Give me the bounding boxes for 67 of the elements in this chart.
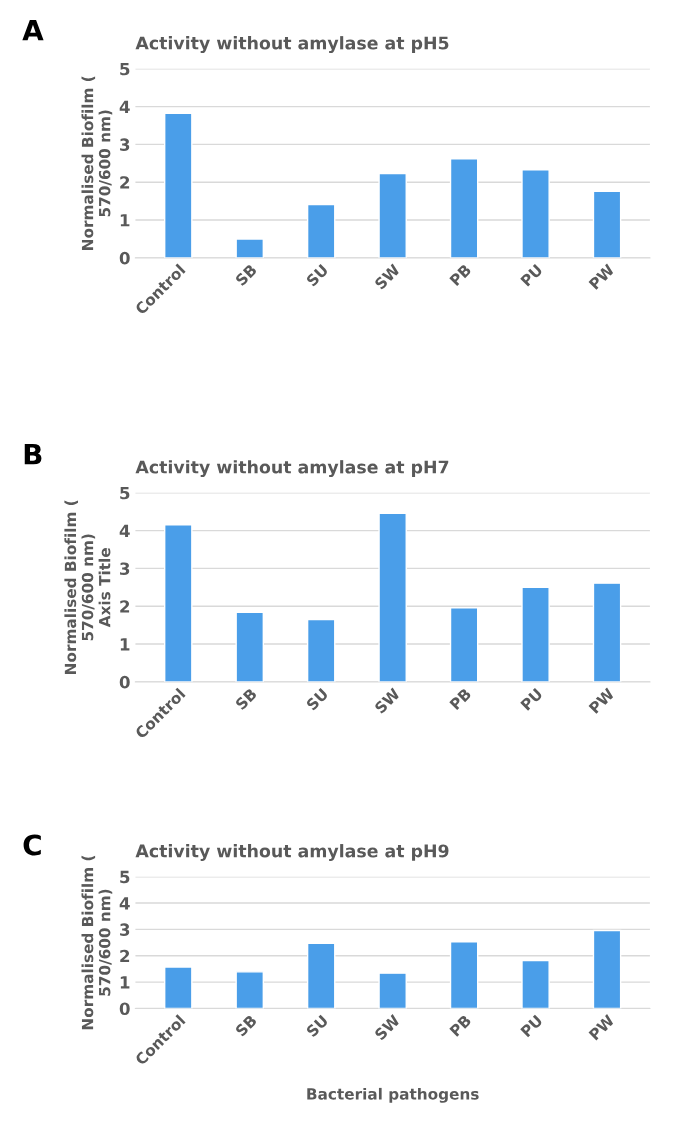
x-tick-label: PB <box>449 1014 472 1037</box>
chart-title: Activity without amylase at pH9 <box>135 844 449 861</box>
bar <box>164 112 193 258</box>
y-axis-title: Normalised Biofilm ( 570/600 nm) <box>81 76 113 250</box>
chart-title: Activity without amylase at pH5 <box>135 36 449 54</box>
bar <box>592 582 622 682</box>
y-tick-label: 4 <box>119 100 130 113</box>
x-tick-label: SB <box>234 687 258 711</box>
x-tick-label: PB <box>449 263 472 287</box>
y-axis-title: Normalised Biofilm ( 570/600 nm) <box>81 855 113 1030</box>
chart-title: Activity without amylase at pH7 <box>135 460 449 478</box>
bar <box>449 941 479 1009</box>
bar <box>449 158 479 258</box>
bar <box>164 966 193 1009</box>
bar <box>378 172 407 258</box>
y-tick-label: 1 <box>120 214 130 227</box>
bar <box>378 972 407 1009</box>
x-tick-label: PB <box>449 687 472 711</box>
x-tick-label: PW <box>588 1014 615 1041</box>
bar <box>235 611 265 682</box>
x-tick-label: SU <box>305 263 329 287</box>
x-tick-label: PU <box>520 264 543 287</box>
x-tick-label: SW <box>373 1013 401 1041</box>
text: C <box>23 834 41 856</box>
x-tick-label: SU <box>305 1014 329 1038</box>
bar <box>306 942 336 1009</box>
x-tick-label: SB <box>234 1014 258 1037</box>
y-tick-label: 3 <box>120 923 130 936</box>
bar <box>521 586 550 682</box>
x-axis-title: Bacterial pathogens <box>307 1087 479 1103</box>
y-tick-label: 2 <box>120 176 130 189</box>
bar <box>235 971 265 1009</box>
y-tick-label: 0 <box>119 1002 130 1016</box>
y-tick-label: 4 <box>119 524 130 537</box>
bar <box>449 607 479 682</box>
x-tick-label: PW <box>588 687 615 714</box>
bar <box>521 959 550 1009</box>
y-tick-label: 5 <box>120 870 130 884</box>
x-tick-label: PU <box>520 1014 543 1038</box>
text: A <box>22 20 44 41</box>
bar <box>164 524 193 682</box>
y-tick-label: 3 <box>120 562 130 575</box>
bar <box>306 618 336 682</box>
bar <box>592 190 622 258</box>
bar <box>378 512 407 682</box>
x-tick-label: PW <box>588 263 615 290</box>
y-tick-label: 3 <box>120 138 130 151</box>
x-tick-label: SW <box>373 263 401 290</box>
y-tick-label: 0 <box>119 251 130 265</box>
y-tick-label: 5 <box>120 62 130 76</box>
y-tick-label: 5 <box>120 486 130 500</box>
y-tick-label: 0 <box>119 675 130 689</box>
text: B <box>24 444 42 465</box>
y-tick-label: 1 <box>120 976 130 989</box>
y-tick-label: 1 <box>120 638 130 651</box>
x-tick-label: SB <box>234 263 258 287</box>
x-tick-label: SW <box>373 687 401 715</box>
bar <box>235 238 265 258</box>
bar <box>592 929 622 1009</box>
bar <box>521 169 550 258</box>
y-tick-label: 4 <box>119 897 130 910</box>
y-axis-title: Normalised Biofilm ( 570/600 nm) Axis Title <box>64 500 111 674</box>
bar <box>306 203 336 258</box>
y-tick-label: 2 <box>120 949 130 963</box>
x-tick-label: PU <box>520 688 543 711</box>
x-tick-label: SU <box>305 687 329 711</box>
y-tick-label: 2 <box>120 600 130 613</box>
